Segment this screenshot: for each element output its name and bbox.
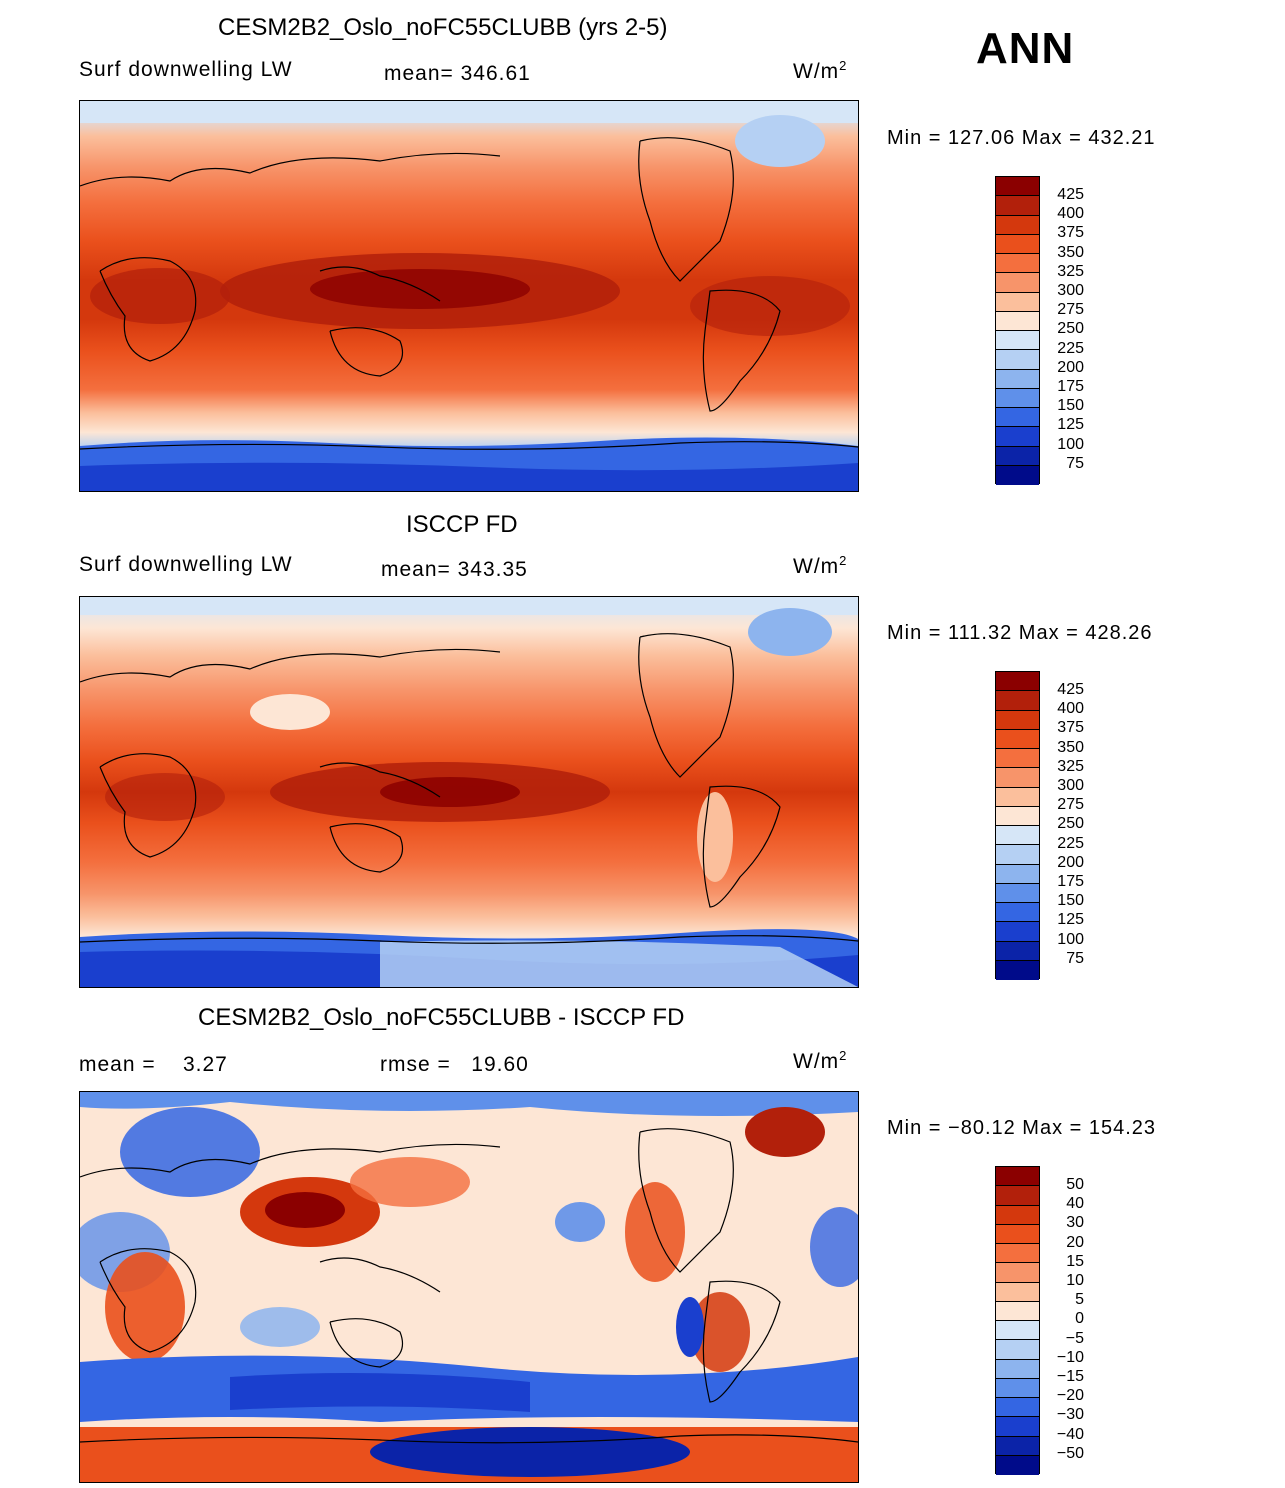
season-label: ANN: [976, 24, 1075, 73]
panel3-map: [80, 1092, 858, 1482]
panel3-rmse-label: rmse = 19.60: [380, 1053, 529, 1076]
colorbar-tick-label: 425: [1057, 186, 1084, 203]
panel1-mean-label: mean= 346.61: [384, 62, 531, 85]
colorbar-tick-label: 350: [1057, 244, 1084, 261]
panel1-map: [80, 101, 858, 491]
colorbar-tick-label: 30: [1066, 1214, 1084, 1231]
panel2-colorbar: [995, 671, 1040, 980]
colorbar-tick-label: 275: [1057, 301, 1084, 318]
colorbar-tick-label: −20: [1056, 1387, 1084, 1404]
colorbar-tick-label: 175: [1057, 873, 1084, 890]
panel2-variable-label: Surf downwelling LW: [79, 553, 293, 576]
colorbar-tick-label: 100: [1057, 436, 1084, 453]
panel2-units: W/m2: [793, 553, 848, 578]
colorbar-tick-label: 15: [1066, 1253, 1084, 1270]
colorbar-tick-label: 225: [1057, 835, 1084, 852]
colorbar-tick-label: 0: [1075, 1310, 1084, 1327]
colorbar-tick-label: 325: [1057, 758, 1084, 775]
colorbar-tick-label: 300: [1057, 777, 1084, 794]
panel2-map: [80, 597, 858, 987]
panel3-title: CESM2B2_Oslo_noFC55CLUBB - ISCCP FD: [198, 1004, 685, 1031]
panel2-title: ISCCP FD: [406, 511, 518, 538]
colorbar-tick-label: −50: [1056, 1445, 1084, 1462]
colorbar-tick-label: 250: [1057, 815, 1084, 832]
colorbar-tick-label: 200: [1057, 359, 1084, 376]
colorbar-tick-label: −10: [1056, 1349, 1084, 1366]
panel3-minmax: Min = −80.12 Max = 154.23: [887, 1117, 1157, 1139]
colorbar-tick-label: 20: [1066, 1234, 1084, 1251]
panel1-units: W/m2: [793, 58, 848, 83]
colorbar-tick-label: 150: [1057, 892, 1084, 909]
panel3-mean-label: mean = 3.27: [79, 1053, 228, 1076]
colorbar-tick-label: 375: [1057, 719, 1084, 736]
panel3-colorbar: [995, 1166, 1040, 1475]
colorbar-tick-label: 400: [1057, 205, 1084, 222]
colorbar-tick-label: 175: [1057, 378, 1084, 395]
colorbar-tick-label: 375: [1057, 224, 1084, 241]
colorbar-tick-label: 100: [1057, 931, 1084, 948]
colorbar-tick-label: 225: [1057, 340, 1084, 357]
colorbar-tick-label: 425: [1057, 681, 1084, 698]
colorbar-tick-label: 50: [1066, 1176, 1084, 1193]
panel1-minmax: Min = 127.06 Max = 432.21: [887, 127, 1156, 149]
colorbar-tick-label: 275: [1057, 796, 1084, 813]
colorbar-tick-label: 200: [1057, 854, 1084, 871]
colorbar-tick-label: −15: [1056, 1368, 1084, 1385]
colorbar-tick-label: 250: [1057, 320, 1084, 337]
colorbar-tick-label: 325: [1057, 263, 1084, 280]
colorbar-tick-label: 350: [1057, 739, 1084, 756]
colorbar-tick-label: 75: [1066, 950, 1084, 967]
colorbar-tick-label: 10: [1066, 1272, 1084, 1289]
colorbar-tick-label: 400: [1057, 700, 1084, 717]
colorbar-tick-label: 75: [1066, 455, 1084, 472]
colorbar-tick-label: −30: [1056, 1406, 1084, 1423]
panel3-units: W/m2: [793, 1048, 848, 1073]
colorbar-tick-label: 150: [1057, 397, 1084, 414]
colorbar-tick-label: −40: [1056, 1426, 1084, 1443]
panel2-mean-label: mean= 343.35: [381, 558, 528, 581]
greenland-warm-anomaly: [745, 1107, 825, 1157]
greenland-region: [735, 115, 825, 167]
colorbar-tick-label: 5: [1075, 1291, 1084, 1308]
panel2-minmax: Min = 111.32 Max = 428.26: [887, 622, 1153, 644]
colorbar-tick-label: 125: [1057, 911, 1084, 928]
colorbar-tick-label: 300: [1057, 282, 1084, 299]
colorbar-tick-label: −5: [1065, 1330, 1084, 1347]
panel1-title: CESM2B2_Oslo_noFC55CLUBB (yrs 2-5): [218, 14, 668, 41]
antarctic-cold-anomaly: [370, 1427, 690, 1477]
greenland-region: [748, 608, 832, 656]
warm-pool-region: [380, 777, 520, 807]
panel1-variable-label: Surf downwelling LW: [79, 58, 293, 81]
panel1-colorbar: [995, 176, 1040, 485]
colorbar-tick-label: 125: [1057, 416, 1084, 433]
colorbar-tick-label: 40: [1066, 1195, 1084, 1212]
